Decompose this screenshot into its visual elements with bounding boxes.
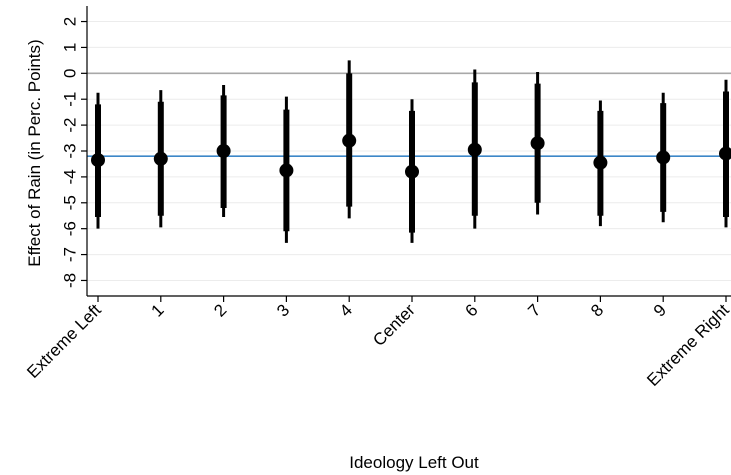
x-tick-label: Extreme Left	[23, 300, 105, 382]
point-estimate	[91, 153, 105, 168]
point-estimate	[719, 146, 731, 161]
point-estimate	[216, 144, 231, 158]
y-tick-label: 1	[61, 43, 80, 52]
x-tick-label: 8	[587, 300, 607, 320]
y-tick-label: -1	[61, 92, 80, 107]
y-tick-label: 0	[61, 69, 80, 78]
point-estimate	[342, 133, 357, 148]
y-tick-label: 2	[61, 17, 80, 26]
x-tick-label: 4	[336, 300, 356, 320]
x-tick-label: 7	[524, 300, 544, 320]
x-tick-label: 3	[273, 300, 293, 320]
point-estimate	[153, 151, 168, 166]
point-estimates	[91, 133, 731, 179]
point-estimate	[467, 142, 482, 157]
y-ticks: 2 1 0 -1 -2 -3 -4 -5 -6 -7 -8	[61, 17, 87, 288]
x-tick-label: 2	[210, 300, 230, 320]
y-tick-label: -2	[61, 118, 80, 133]
x-tick-label: 6	[461, 300, 481, 320]
y-axis-title: Effect of Rain (in Perc. Points)	[25, 39, 44, 266]
x-axis-title: Ideology Left Out	[349, 453, 479, 472]
point-estimate	[656, 150, 671, 165]
x-tick-label: 9	[650, 300, 670, 320]
y-tick-label: -6	[61, 221, 80, 236]
point-estimate	[593, 155, 608, 170]
x-tick-label: Center	[369, 300, 419, 350]
point-estimate	[530, 136, 545, 151]
point-estimate	[279, 163, 294, 178]
y-tick-label: -7	[61, 247, 80, 262]
x-tick-label: 1	[147, 300, 167, 320]
y-tick-label: -8	[61, 273, 80, 288]
y-tick-label: -3	[61, 143, 80, 158]
y-tick-label: -5	[61, 195, 80, 210]
point-estimate	[405, 164, 419, 179]
confidence-intervals	[95, 60, 729, 243]
y-tick-label: -4	[61, 169, 80, 184]
